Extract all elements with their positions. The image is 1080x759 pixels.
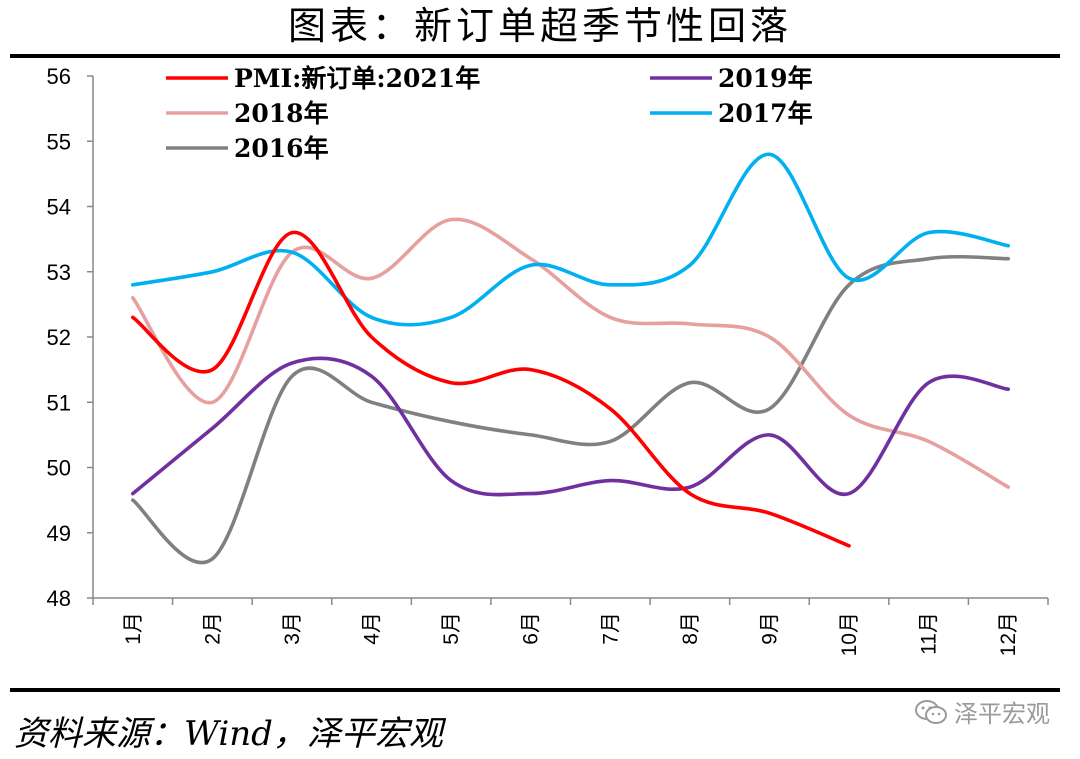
line-chart: 48 49 50 51 52 53 54 55 56 1月 2月 3月 4月 5月 6月 7月 8月 9月 10月… <box>47 64 1049 656</box>
watermark: 泽平宏观 <box>914 694 1050 729</box>
legend-label: 2018年 <box>234 99 329 128</box>
legend-label: 2017年 <box>718 99 813 128</box>
y-tick-label: 49 <box>47 521 71 546</box>
x-tick-label: 12月 <box>997 612 1020 656</box>
x-tick-label: 2月 <box>201 612 224 645</box>
x-tick-label: 1月 <box>122 612 145 645</box>
y-tick-label: 51 <box>47 390 71 415</box>
top-rule <box>10 54 1060 58</box>
y-tick-label: 53 <box>47 260 71 285</box>
series-line-2018 <box>131 217 1010 489</box>
x-tick-label: 6月 <box>520 612 543 645</box>
y-tick-label: 52 <box>47 325 71 350</box>
x-tick-label: 11月 <box>918 612 941 655</box>
legend-label: 2016年 <box>234 134 329 163</box>
x-tick-label: 8月 <box>679 612 702 645</box>
series-line-2019 <box>131 356 1010 497</box>
legend-label: PMI:新订单:2021年 <box>234 64 480 93</box>
legend: PMI:新订单:2021年 2019年 2018年 2017年 2016年 <box>166 64 813 163</box>
legend-label: 2019年 <box>718 64 813 93</box>
source-note: 资料来源：Wind，泽平宏观 <box>14 714 443 754</box>
x-tick-label: 3月 <box>281 612 304 645</box>
chart-title: 图表：新订单超季节性回落 <box>287 4 792 48</box>
y-tick-label: 50 <box>47 456 71 481</box>
x-tick-label: 9月 <box>758 612 781 645</box>
y-tick-label: 56 <box>47 64 71 89</box>
wechat-icon <box>915 699 947 724</box>
y-tick-label: 54 <box>47 195 71 220</box>
series-line-pmi-2021 <box>131 230 851 548</box>
y-axis-ticks: 48 49 50 51 52 53 54 55 56 <box>47 64 93 611</box>
x-tick-label: 4月 <box>361 612 384 645</box>
x-tick-label: 10月 <box>838 612 861 656</box>
series-line-2016 <box>131 254 1010 565</box>
x-axis-ticks: 1月 2月 3月 4月 5月 6月 7月 8月 9月 10月 11月 12月 <box>92 598 1049 656</box>
series-line-2017 <box>131 152 1010 327</box>
series-lines <box>131 152 1010 565</box>
watermark-text: 泽平宏观 <box>954 700 1050 728</box>
bottom-rule <box>10 688 1060 692</box>
x-tick-label: 5月 <box>440 612 463 645</box>
y-tick-label: 48 <box>47 586 71 611</box>
y-tick-label: 55 <box>47 129 71 154</box>
x-tick-label: 7月 <box>599 612 622 645</box>
